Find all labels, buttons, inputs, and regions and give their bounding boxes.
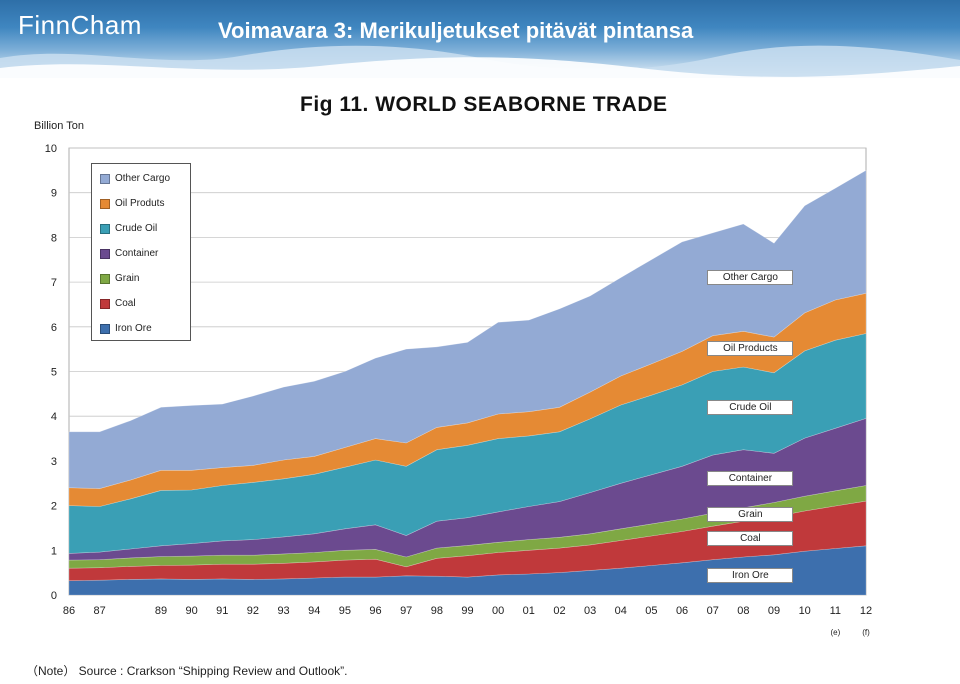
x-tick-label-04: 04	[615, 605, 627, 617]
legend-swatch	[100, 323, 110, 334]
legend-swatch	[100, 298, 110, 309]
area-other-cargo	[68, 169, 867, 489]
x-tick-label-12: 12	[860, 605, 872, 617]
y-tick-label-4: 4	[51, 411, 57, 423]
x-tick-note-12: (f)	[862, 628, 870, 637]
legend-swatch	[100, 198, 110, 209]
x-tick-label-89: 89	[155, 605, 167, 617]
x-tick-label-09: 09	[768, 605, 780, 617]
y-tick-label-9: 9	[51, 188, 57, 200]
legend-label: Oil Produts	[115, 198, 165, 209]
x-tick-label-93: 93	[277, 605, 289, 617]
x-tick-label-10: 10	[799, 605, 811, 617]
y-tick-label-5: 5	[51, 367, 57, 379]
legend-item-crude-oil: Crude Oil	[100, 223, 157, 234]
legend-item-coal: Coal	[100, 298, 136, 309]
x-tick-label-92: 92	[247, 605, 259, 617]
area-label-grain: Grain	[707, 506, 794, 522]
legend-swatch	[100, 248, 110, 259]
x-tick-label-05: 05	[645, 605, 657, 617]
source-note: （Note） Source : Crarkson “Shipping Revie…	[26, 664, 348, 678]
brand-logo: FinnCham	[18, 10, 142, 40]
area-label-container: Container	[707, 470, 794, 486]
legend-label: Coal	[115, 298, 136, 309]
legend-label: Grain	[115, 273, 140, 284]
figure-title: Fig 11. WORLD SEABORNE TRADE	[300, 93, 668, 116]
x-tick-label-86: 86	[63, 605, 75, 617]
legend-label: Crude Oil	[115, 223, 158, 234]
legend-swatch	[100, 223, 110, 234]
x-tick-label-94: 94	[308, 605, 320, 617]
y-tick-label-10: 10	[45, 143, 57, 155]
area-label-iron-ore: Iron Ore	[707, 568, 794, 583]
legend-label: Other Cargo	[115, 173, 171, 184]
x-tick-label-03: 03	[584, 605, 596, 617]
y-tick-label-0: 0	[51, 590, 57, 602]
y-axis-unit-label: Billion Ton	[34, 120, 84, 132]
legend-label: Iron Ore	[115, 323, 152, 334]
legend-item-container: Container	[100, 248, 158, 259]
area-label-other-cargo: Other Cargo	[707, 269, 794, 285]
y-tick-label-7: 7	[51, 277, 57, 289]
x-tick-label-91: 91	[216, 605, 228, 617]
area-label-oil-produts: Oil Products	[707, 341, 794, 357]
x-tick-label-00: 00	[492, 605, 504, 617]
y-tick-label-2: 2	[51, 501, 57, 513]
area-label-coal: Coal	[707, 531, 794, 547]
banner-wave-decoration	[0, 45, 960, 78]
header-banner: FinnCham Voimavara 3: Merikuljetukset pi…	[0, 0, 960, 78]
x-tick-label-06: 06	[676, 605, 688, 617]
legend-swatch	[100, 173, 110, 184]
x-tick-note-11: (e)	[830, 628, 840, 637]
slide-title: Voimavara 3: Merikuljetukset pitävät pin…	[218, 18, 694, 43]
x-tick-label-95: 95	[339, 605, 351, 617]
x-tick-label-99: 99	[461, 605, 473, 617]
legend-item-grain: Grain	[100, 273, 139, 284]
legend-swatch	[100, 273, 110, 284]
x-tick-label-97: 97	[400, 605, 412, 617]
legend-label: Container	[115, 248, 159, 259]
x-tick-label-90: 90	[185, 605, 197, 617]
x-tick-label-02: 02	[553, 605, 565, 617]
chart-legend: Other Cargo Oil Produts Crude Oil Container…	[91, 163, 191, 341]
x-tick-label-98: 98	[431, 605, 443, 617]
y-tick-label-6: 6	[51, 322, 57, 334]
x-tick-label-01: 01	[523, 605, 535, 617]
x-tick-label-07: 07	[707, 605, 719, 617]
legend-item-other-cargo: Other Cargo	[100, 173, 170, 184]
x-tick-label-96: 96	[369, 605, 381, 617]
area-label-crude-oil: Crude Oil	[707, 400, 794, 416]
x-tick-label-11: 11	[830, 605, 841, 617]
x-tick-label-87: 87	[94, 605, 106, 617]
x-tick-label-08: 08	[737, 605, 749, 617]
legend-item-iron-ore: Iron Ore	[100, 323, 152, 334]
y-tick-label-8: 8	[51, 232, 57, 244]
y-tick-label-3: 3	[51, 456, 57, 468]
legend-item-oil-produts: Oil Produts	[100, 198, 164, 209]
y-tick-label-1: 1	[51, 545, 57, 557]
